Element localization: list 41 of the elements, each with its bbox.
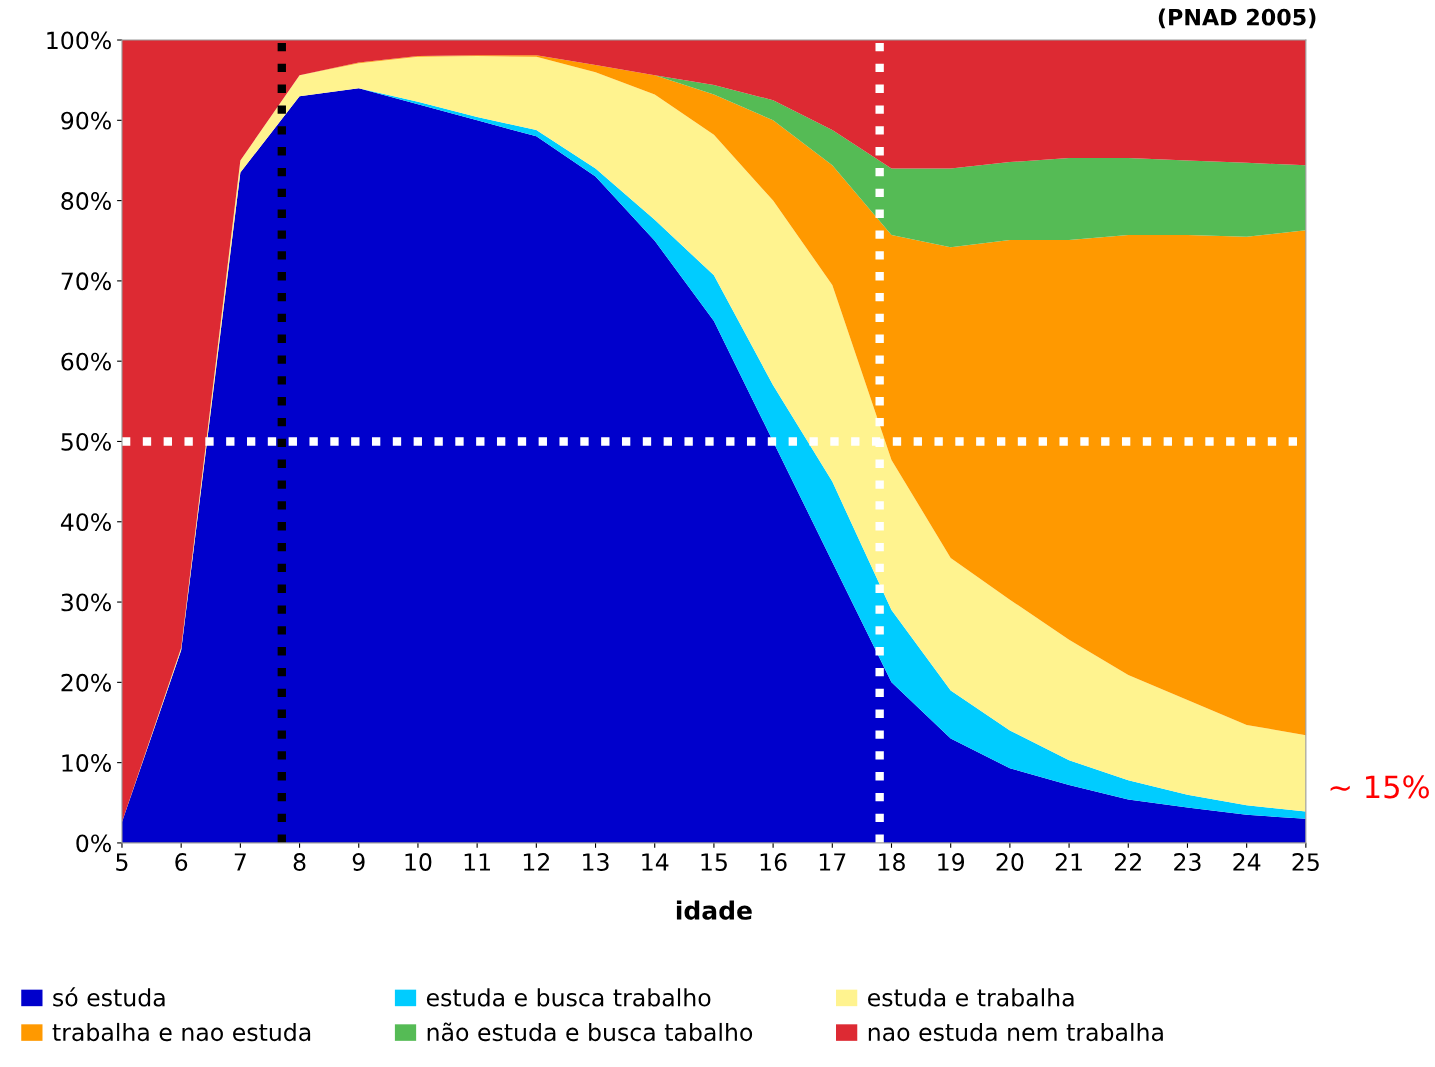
y-tick-label: 100% [47, 31, 111, 50]
x-tick-label: 5 [116, 853, 128, 871]
x-tick-label: 17 [819, 853, 846, 871]
y-tick-label: 80% [61, 192, 111, 210]
x-tick-label: 19 [938, 853, 965, 871]
x-tick-label: 22 [1114, 853, 1141, 871]
y-tick-label: 10% [62, 754, 111, 772]
x-tick-label: 13 [583, 853, 609, 871]
y-tick-label: 50% [61, 432, 111, 451]
x-tick-label: 16 [760, 853, 787, 871]
x-tick-label: 7 [234, 853, 246, 871]
legend-label: estuda e busca trabalho [426, 988, 711, 1007]
legend-label: estuda e trabalha [868, 988, 1074, 1007]
y-tick-label: 40% [60, 513, 111, 532]
legend-label: trabalha e nao estuda [52, 1022, 311, 1042]
y-tick-label: 0% [76, 834, 111, 853]
x-tick-label: 9 [352, 853, 365, 871]
y-tick-label: 30% [61, 593, 111, 612]
x-tick-label: 21 [1055, 853, 1082, 871]
legend-label: não estuda e busca tabalho [427, 1022, 753, 1042]
x-axis-title: idade [676, 900, 752, 920]
x-tick-label: 12 [523, 853, 549, 871]
x-tick-label: 14 [642, 853, 669, 871]
x-tick-label: 6 [175, 853, 188, 871]
y-tick-label: 20% [61, 673, 111, 692]
y-tick-label: 90% [61, 111, 111, 130]
y-tick-label: 60% [61, 352, 111, 371]
x-tick-label: 20 [996, 853, 1024, 871]
x-tick-label: 25 [1292, 853, 1319, 871]
x-tick-label: 8 [293, 853, 306, 871]
x-tick-label: 15 [701, 853, 727, 871]
y-tick-label: 70% [61, 272, 111, 291]
x-tick-label: 24 [1233, 853, 1261, 871]
x-tick-label: 23 [1174, 853, 1201, 871]
x-tick-label: 18 [879, 853, 905, 871]
legend-label: só estuda [53, 987, 165, 1007]
legend-label: nao estuda nem trabalha [868, 1022, 1163, 1042]
x-tick-label: 11 [464, 853, 490, 871]
text: ~ 15% [1330, 775, 1429, 799]
text: (PNAD 2005) [1158, 8, 1316, 29]
x-tick-label: 10 [405, 853, 432, 871]
